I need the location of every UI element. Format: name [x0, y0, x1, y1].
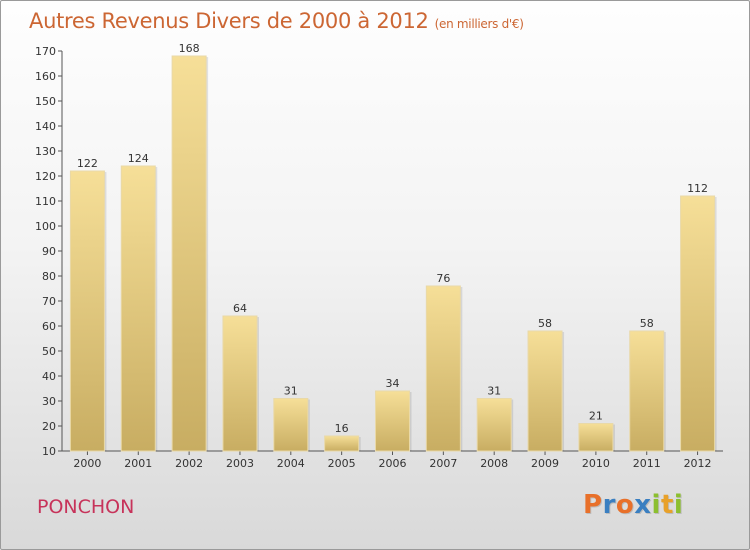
y-tick-label: 130 — [35, 145, 56, 158]
bar-2010 — [578, 423, 614, 452]
chart-title-text: Autres Revenus Divers de 2000 à 2012 — [29, 9, 429, 33]
chart-axes: 10 20 30 40 50 60 70 80 90 100 110 120 130 140 150 160 1… — [35, 45, 723, 458]
logo-letter: i — [651, 490, 661, 520]
logo-letter: t — [660, 490, 674, 520]
bar-2011 — [629, 330, 665, 452]
y-tick-label: 70 — [42, 295, 56, 308]
y-tick-label: 170 — [35, 45, 56, 58]
bar-2002 — [171, 55, 207, 452]
data-label: 31 — [284, 385, 298, 398]
y-tick-label: 160 — [35, 70, 56, 83]
data-label: 76 — [436, 272, 450, 285]
y-tick-label: 40 — [42, 370, 56, 383]
x-tick-label: 2012 — [684, 457, 712, 470]
chart-title: Autres Revenus Divers de 2000 à 2012 (en … — [29, 9, 524, 33]
x-tick-label: 2011 — [633, 457, 661, 470]
x-tick-label: 2010 — [582, 457, 610, 470]
data-label: 21 — [589, 410, 603, 423]
chart-subtitle: (en milliers d'€) — [434, 17, 524, 31]
data-label: 31 — [487, 385, 501, 398]
y-tick-label: 80 — [42, 270, 56, 283]
bar-2009 — [527, 330, 563, 452]
x-tick-label: 2008 — [480, 457, 508, 470]
bar-2012 — [680, 195, 716, 452]
data-label: 58 — [640, 317, 654, 330]
chart-bars — [69, 55, 717, 452]
bar-2008 — [476, 398, 512, 452]
logo-letter: o — [615, 490, 635, 520]
proxiti-logo: Proxiti — [583, 490, 683, 520]
x-tick-label: 2007 — [429, 457, 457, 470]
y-tick-label: 90 — [42, 245, 56, 258]
y-tick-label: 10 — [42, 445, 56, 458]
data-label: 58 — [538, 317, 552, 330]
y-tick-label: 150 — [35, 95, 56, 108]
logo-letter: x — [634, 490, 652, 520]
x-tick-label: 2001 — [124, 457, 152, 470]
y-tick-label: 60 — [42, 320, 56, 333]
y-tick-label: 120 — [35, 170, 56, 183]
bar-2006 — [375, 390, 410, 452]
y-tick-label: 100 — [35, 220, 56, 233]
bar-2003 — [222, 315, 258, 452]
x-tick-label: 2004 — [277, 457, 305, 470]
y-tick-label: 140 — [35, 120, 56, 133]
data-label: 34 — [386, 377, 400, 390]
data-label: 112 — [687, 182, 708, 195]
logo-letter: P — [583, 490, 603, 520]
logo-letter: r — [602, 490, 616, 520]
data-label: 16 — [335, 422, 349, 435]
x-tick-label: 2005 — [328, 457, 356, 470]
x-tick-label: 2006 — [379, 457, 407, 470]
y-tick-label: 20 — [42, 420, 56, 433]
x-tick-label: 2002 — [175, 457, 203, 470]
y-tick-label: 50 — [42, 345, 56, 358]
logo-letter: i — [673, 490, 684, 520]
bar-2000 — [69, 170, 105, 452]
commune-name: PONCHON — [37, 496, 135, 518]
data-label: 122 — [77, 157, 98, 170]
bar-2005 — [324, 435, 360, 452]
data-label: 168 — [179, 42, 200, 55]
data-label: 64 — [233, 302, 247, 315]
data-label: 124 — [128, 152, 149, 165]
chart-labels: 2000 122 2001 124 2002 168 2003 64 2004 31 2005 16 2… — [73, 42, 711, 470]
bar-2001 — [120, 165, 156, 452]
y-tick-label: 30 — [42, 395, 56, 408]
bar-2007 — [425, 285, 461, 452]
bar-2004 — [273, 398, 309, 452]
x-tick-label: 2000 — [73, 457, 101, 470]
y-tick-label: 110 — [35, 195, 56, 208]
x-tick-label: 2009 — [531, 457, 559, 470]
x-tick-label: 2003 — [226, 457, 254, 470]
